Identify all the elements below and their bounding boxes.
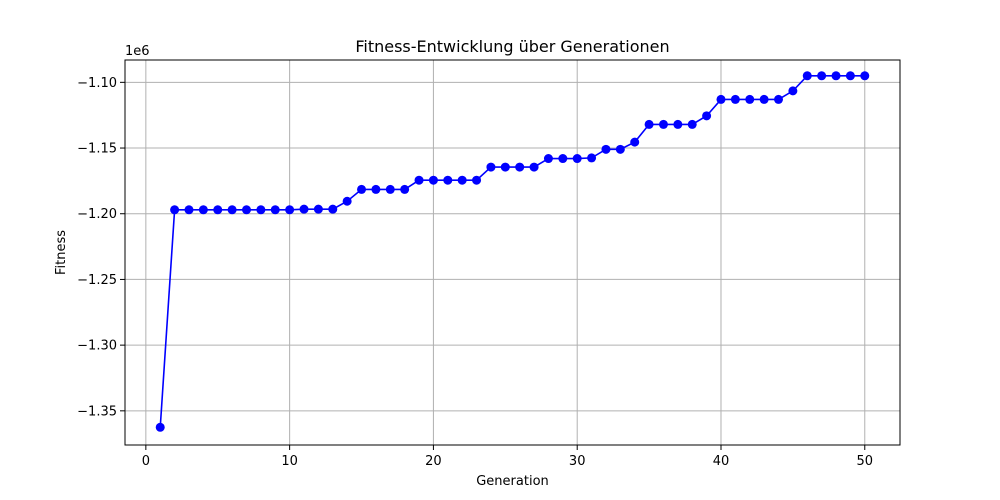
data-point	[328, 204, 338, 214]
data-point	[802, 71, 812, 81]
data-point	[658, 119, 668, 129]
data-point	[400, 184, 410, 194]
x-tick-label: 50	[856, 454, 873, 469]
x-tick-label: 30	[569, 454, 586, 469]
data-point	[702, 111, 712, 121]
x-tick-label: 0	[142, 454, 150, 469]
data-point	[774, 94, 784, 104]
y-tick-label: −1.20	[77, 207, 117, 222]
data-point	[831, 71, 841, 81]
data-point	[414, 175, 424, 185]
data-point	[385, 184, 395, 194]
x-tick-label: 20	[425, 454, 442, 469]
series-line	[159, 74, 865, 428]
data-point	[515, 162, 525, 172]
y-offset-label: 1e6	[125, 44, 150, 59]
data-point	[155, 422, 165, 432]
y-tick-label: −1.30	[77, 339, 117, 354]
data-point	[615, 144, 625, 154]
data-point	[788, 86, 798, 96]
data-point	[730, 94, 740, 104]
data-point	[299, 204, 309, 214]
data-point	[227, 205, 237, 215]
data-point	[213, 205, 223, 215]
grid	[125, 60, 900, 445]
y-axis-label: Fitness	[54, 230, 69, 275]
data-point	[428, 175, 438, 185]
ticks: 0 10 20 30 40 50 −1.35 −1.30 −1.25 −1.20 −1.15 −1.1…	[77, 76, 873, 469]
data-point	[558, 154, 568, 164]
y-tick-label: −1.25	[77, 273, 117, 288]
data-point	[472, 175, 482, 185]
data-point	[285, 205, 295, 215]
data-point	[443, 175, 453, 185]
data-point	[357, 184, 367, 194]
data-point	[529, 162, 539, 172]
chart-title: Fitness-Entwicklung über Generationen	[355, 37, 669, 56]
data-point	[587, 153, 597, 163]
series	[155, 71, 870, 432]
data-point	[170, 205, 180, 215]
x-tick-label: 40	[713, 454, 730, 469]
y-tick-label: −1.15	[77, 142, 117, 157]
data-point	[673, 119, 683, 129]
data-point	[630, 137, 640, 147]
data-point	[759, 94, 769, 104]
data-point	[342, 196, 352, 206]
data-point	[644, 119, 654, 129]
data-point	[601, 144, 611, 154]
plot-frame	[124, 59, 901, 446]
data-point	[500, 162, 510, 172]
data-point	[860, 71, 870, 81]
data-point	[845, 71, 855, 81]
data-point	[256, 205, 266, 215]
y-tick-label: −1.10	[77, 76, 117, 91]
data-point	[198, 205, 208, 215]
data-point	[313, 204, 323, 214]
x-axis-label: Generation	[476, 474, 549, 489]
data-point	[184, 205, 194, 215]
data-point	[270, 205, 280, 215]
x-tick-label: 10	[281, 454, 298, 469]
data-point	[572, 154, 582, 164]
y-tick-label: −1.35	[77, 404, 117, 419]
data-point	[457, 175, 467, 185]
data-point	[543, 154, 553, 164]
data-point	[371, 184, 381, 194]
data-point	[817, 71, 827, 81]
data-point	[716, 94, 726, 104]
data-point	[241, 205, 251, 215]
data-point	[745, 94, 755, 104]
data-point	[687, 119, 697, 129]
data-point	[486, 162, 496, 172]
